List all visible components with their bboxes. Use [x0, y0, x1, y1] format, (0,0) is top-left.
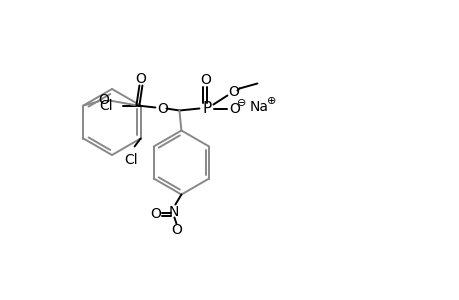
- Text: Na: Na: [249, 100, 269, 113]
- Text: O: O: [200, 73, 210, 86]
- Text: O: O: [98, 92, 109, 106]
- Text: ⊕: ⊕: [266, 95, 275, 106]
- Text: Cl: Cl: [99, 98, 112, 112]
- Text: O: O: [157, 101, 168, 116]
- Text: O: O: [150, 208, 161, 221]
- Text: ⊖: ⊖: [236, 98, 246, 107]
- Text: O: O: [134, 71, 146, 85]
- Text: P: P: [202, 101, 212, 116]
- Text: N: N: [168, 206, 178, 220]
- Text: O: O: [229, 101, 239, 116]
- Text: O: O: [171, 224, 181, 238]
- Text: Cl: Cl: [123, 152, 137, 167]
- Text: O: O: [228, 85, 238, 98]
